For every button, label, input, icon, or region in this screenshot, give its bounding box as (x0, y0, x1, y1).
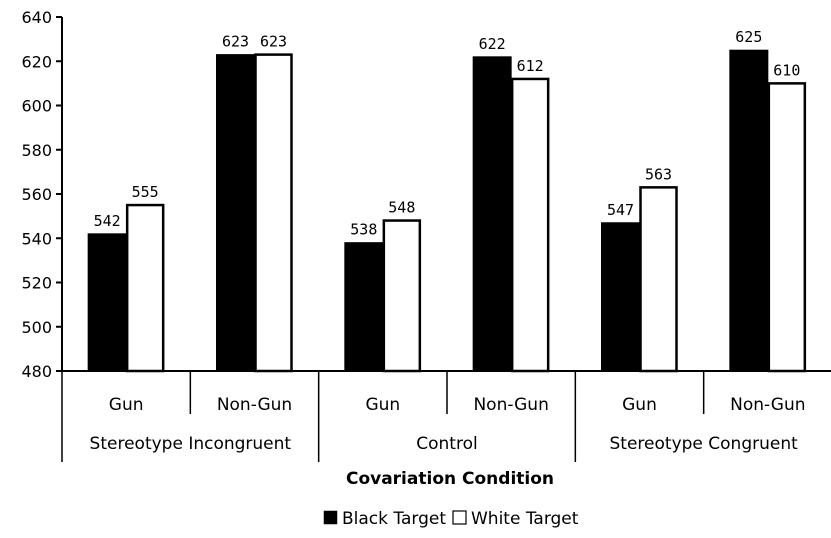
x-category-labels: Gun Non-Gun Gun Non-Gun Gun Non-Gun Stereotype… (61, 371, 806, 462)
category-label: Gun (365, 395, 400, 415)
category-label: Non-Gun (473, 395, 548, 415)
data-labels: 542 555 623 623 538 548 622 612 547 563 625 610 (94, 28, 801, 238)
y-tick-label: 500 (21, 318, 52, 337)
data-label: 547 (607, 201, 634, 219)
data-label: 610 (773, 61, 800, 79)
y-tick-label: 600 (21, 97, 52, 116)
data-label: 555 (132, 183, 159, 201)
bar-black-target (601, 222, 640, 372)
data-label: 623 (222, 33, 249, 51)
bar-white-target (639, 186, 678, 373)
group-label: Stereotype Incongruent (90, 434, 292, 454)
data-label: 542 (94, 212, 121, 230)
data-label: 623 (260, 33, 287, 51)
data-label: 563 (645, 165, 672, 183)
category-label: Non-Gun (730, 395, 805, 415)
category-label: Gun (109, 395, 144, 415)
data-label: 625 (735, 28, 762, 46)
legend-swatch (323, 510, 338, 525)
data-label: 538 (350, 221, 377, 239)
legend: Black Target White Target (323, 509, 579, 529)
category-label: Gun (622, 395, 657, 415)
bar-black-target (472, 56, 512, 372)
bar-white-target (254, 53, 293, 373)
y-tick-label: 580 (21, 141, 52, 160)
bars (87, 49, 807, 373)
legend-swatch (452, 510, 467, 525)
bar-black-target (216, 54, 255, 372)
data-label: 612 (517, 57, 544, 75)
group-label: Control (416, 434, 477, 454)
y-tick-label: 620 (21, 52, 52, 71)
bar-white-target (767, 82, 807, 373)
bar-black-target (344, 242, 384, 372)
data-label: 622 (479, 35, 506, 53)
category-label: Non-Gun (217, 395, 292, 415)
bar-black-target (87, 233, 127, 372)
bar-white-target (510, 77, 550, 373)
y-tick-label: 540 (21, 229, 52, 248)
y-tick-label: 560 (21, 185, 52, 204)
bar-white-target (125, 203, 165, 373)
y-tick-label: 640 (21, 8, 52, 27)
legend-label: Black Target (342, 509, 446, 529)
x-axis-title: Covariation Condition (346, 469, 554, 489)
bar-white-target (382, 219, 422, 373)
y-tick-label: 480 (21, 362, 52, 381)
group-label: Stereotype Congruent (610, 434, 799, 454)
legend-label: White Target (471, 509, 579, 529)
bar-black-target (729, 49, 769, 372)
data-label: 548 (388, 199, 415, 217)
y-tick-label: 520 (21, 274, 52, 293)
